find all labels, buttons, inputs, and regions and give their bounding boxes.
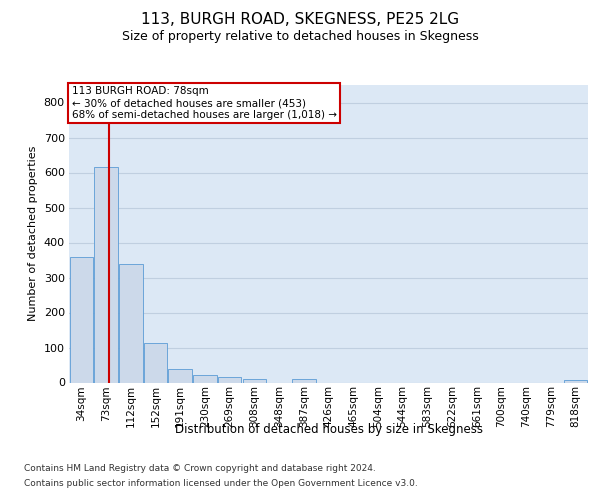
Bar [70,257,93,382]
Bar [218,377,241,382]
Text: Size of property relative to detached houses in Skegness: Size of property relative to detached ho… [122,30,478,43]
Text: Distribution of detached houses by size in Skegness: Distribution of detached houses by size … [175,422,483,436]
Bar [193,375,217,382]
Text: 113 BURGH ROAD: 78sqm
← 30% of detached houses are smaller (453)
68% of semi-det: 113 BURGH ROAD: 78sqm ← 30% of detached … [71,86,337,120]
Text: 113, BURGH ROAD, SKEGNESS, PE25 2LG: 113, BURGH ROAD, SKEGNESS, PE25 2LG [141,12,459,28]
Bar [564,380,587,382]
Bar [292,380,316,382]
Bar [144,344,167,382]
Bar [169,368,192,382]
Y-axis label: Number of detached properties: Number of detached properties [28,146,38,322]
Text: Contains HM Land Registry data © Crown copyright and database right 2024.: Contains HM Land Registry data © Crown c… [24,464,376,473]
Text: Contains public sector information licensed under the Open Government Licence v3: Contains public sector information licen… [24,479,418,488]
Bar [94,167,118,382]
Bar [242,380,266,382]
Bar [119,264,143,382]
